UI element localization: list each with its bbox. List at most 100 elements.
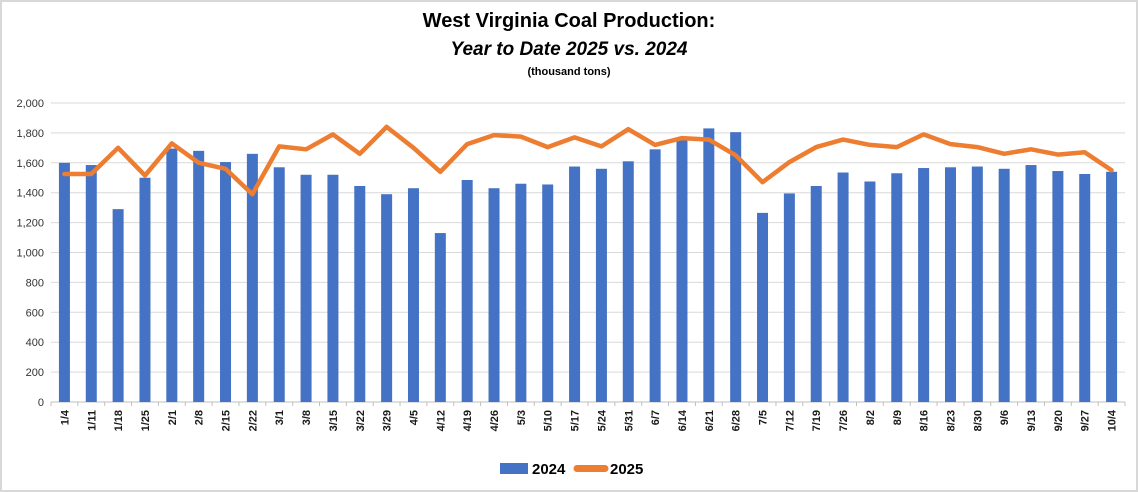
y-tick-label: 1,400 [16,188,44,200]
x-tick-label: 2/22 [247,410,259,431]
bar-2024 [864,181,876,402]
x-axis [50,401,1126,406]
bar-2024 [461,179,473,402]
x-tick-label: 6/28 [731,410,743,431]
y-tick-label: 800 [26,277,44,289]
bar-2024 [569,166,581,402]
x-tick-label: 1/11 [86,410,98,431]
bar-2024 [810,185,822,402]
x-tick-label: 7/26 [838,410,850,431]
x-tick-label: 1/18 [113,410,125,431]
y-axis-labels: 0 200 400 600 800 1,000 1,200 1,400 1,600 1,800 2,… [16,98,44,409]
x-tick-label: 2/1 [167,410,179,425]
x-tick-label: 9/20 [1053,410,1065,431]
x-tick-label: 1/4 [59,409,71,425]
bar-2024 [1079,174,1091,402]
legend-label-2025: 2025 [610,461,643,478]
bar-2024 [139,177,151,402]
bar-2024 [542,184,554,402]
bar-2024 [1052,171,1064,402]
legend-label-2024: 2024 [532,461,566,478]
bar-2024 [703,128,715,402]
bar-2024 [434,233,446,402]
y-tick-label: 1,000 [16,248,44,260]
bars-2024 [58,128,1118,402]
y-tick-label: 1,800 [16,128,44,140]
y-tick-label: 0 [38,397,44,409]
bar-2024 [622,161,634,402]
chart-units-note: (thousand tons) [527,65,611,78]
bar-2024 [300,174,312,402]
bar-2024 [918,168,930,402]
x-tick-label: 2/8 [194,410,206,425]
x-tick-label: 9/13 [1026,410,1038,431]
x-tick-label: 7/19 [811,410,823,431]
chart-title-block: West Virginia Coal Production: Year to D… [2,9,1136,78]
bar-2024 [193,150,205,402]
x-tick-label: 5/17 [570,410,582,431]
x-tick-label: 5/31 [623,410,635,431]
x-tick-label: 4/12 [435,410,447,431]
bar-2024 [273,167,285,402]
x-tick-label: 3/22 [355,410,367,431]
x-tick-label: 3/1 [274,410,286,425]
x-tick-label: 2/15 [221,410,233,431]
bar-2024 [112,209,124,402]
y-tick-label: 400 [26,337,44,349]
y-tick-label: 1,600 [16,158,44,170]
bar-2024 [837,172,849,402]
bar-2024 [757,212,769,402]
bar-2024 [944,167,956,402]
chart-title: West Virginia Coal Production: [422,10,716,32]
x-tick-label: 10/4 [1107,409,1119,431]
x-tick-label: 1/25 [140,410,152,431]
x-tick-label: 5/24 [596,409,608,431]
x-tick-label: 4/19 [462,410,474,431]
x-tick-label: 3/29 [382,410,394,431]
x-tick-label: 8/30 [972,410,984,431]
x-tick-label: 9/6 [999,410,1011,425]
bar-2024 [327,174,339,402]
x-tick-label: 5/10 [543,410,555,431]
bar-2024 [85,165,97,402]
x-tick-label: 5/3 [516,410,528,425]
bar-2024 [246,153,258,402]
legend: 2024 2025 [500,461,643,478]
bar-2024 [1025,165,1037,402]
x-tick-label: 6/7 [650,410,662,425]
bar-2024 [381,194,393,402]
y-tick-label: 200 [26,367,44,379]
x-tick-label: 4/26 [489,410,501,431]
bar-2024 [891,173,903,402]
bar-2024 [730,132,742,402]
x-tick-label: 7/12 [784,410,796,431]
bar-2024 [595,168,607,402]
x-tick-label: 8/23 [946,410,958,431]
x-tick-label: 7/5 [758,410,770,425]
chart-subtitle: Year to Date 2025 vs. 2024 [450,39,688,60]
x-tick-label: 3/15 [328,410,340,431]
bar-2024 [407,188,419,402]
legend-swatch-2024 [500,463,528,474]
x-tick-label: 8/16 [919,410,931,431]
x-axis-labels: 1/4 1/11 1/18 1/25 2/1 2/8 2/15 2/22 3/1 3/8 3/15 3… [59,409,1118,431]
bar-2024 [220,162,232,402]
bar-2024 [998,168,1010,402]
bar-2024 [58,162,70,402]
x-tick-label: 8/2 [865,410,877,425]
bar-2024 [488,188,500,402]
line-2025 [62,124,1114,197]
x-tick-label: 3/8 [301,410,313,425]
x-tick-label: 9/27 [1080,410,1092,431]
x-tick-label: 6/21 [704,410,716,431]
bar-2024 [1106,171,1118,402]
bar-2024 [515,183,527,402]
y-tick-label: 1,200 [16,218,44,230]
x-tick-label: 4/5 [409,410,421,425]
bar-2024 [676,140,688,402]
bar-2024 [354,185,366,402]
bar-2024 [649,149,661,402]
bar-2024 [783,193,795,402]
